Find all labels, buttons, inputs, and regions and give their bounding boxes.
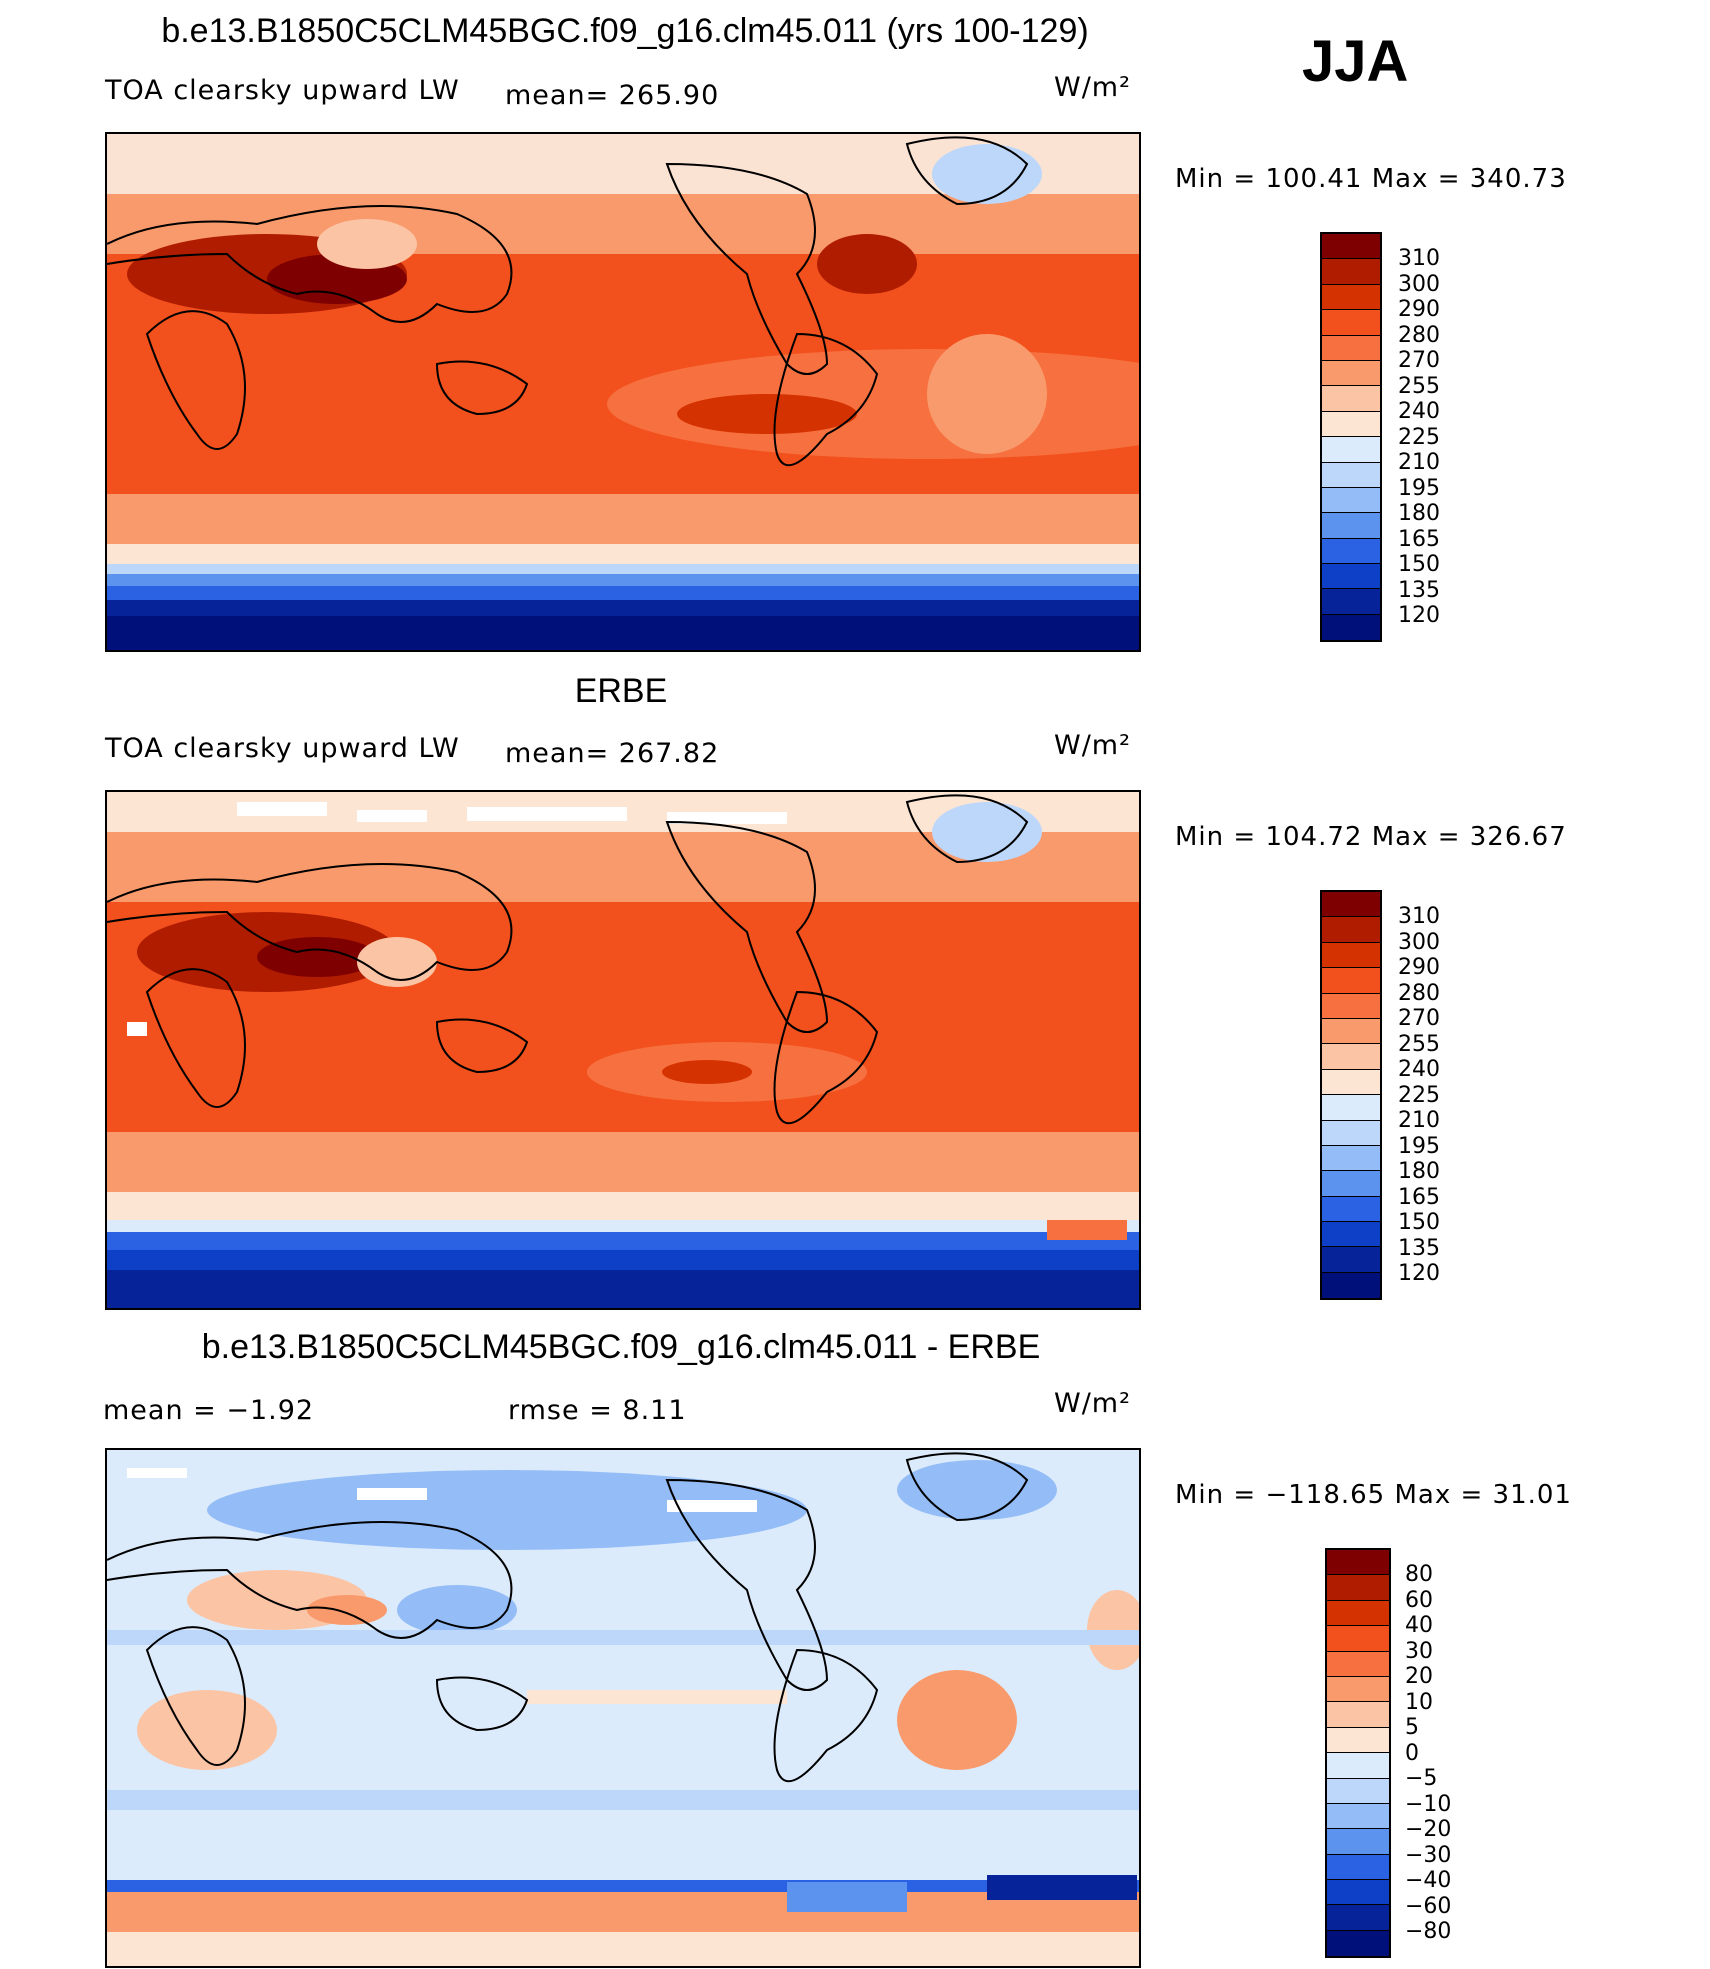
- panel-diff-mean: mean = −1.92: [103, 1395, 315, 1426]
- panel-diff-minmax: Min = −118.65 Max = 31.01: [1175, 1480, 1572, 1510]
- colorbar-label: 310: [1398, 904, 1440, 929]
- colorbar-label: 300: [1398, 271, 1440, 297]
- colorbar-label: 290: [1398, 297, 1440, 322]
- panel-diff-map: [105, 1448, 1141, 1968]
- colorbar-label: 180: [1398, 1159, 1440, 1184]
- colorbar-label: 195: [1398, 475, 1440, 501]
- colorbar-label: 280: [1398, 322, 1440, 348]
- colorbar-label: 135: [1398, 577, 1440, 603]
- colorbar-label: 280: [1398, 980, 1440, 1006]
- colorbar-label: 80: [1405, 1562, 1433, 1587]
- panel-model-map: [105, 132, 1141, 652]
- panel-diff-title: b.e13.B1850C5CLM45BGC.f09_g16.clm45.011 …: [201, 1328, 1041, 1366]
- colorbar-label: 60: [1405, 1587, 1433, 1613]
- panel-obs-variable: TOA clearsky upward LW: [105, 733, 460, 764]
- panel-obs-minmax: Min = 104.72 Max = 326.67: [1175, 822, 1567, 852]
- panel-obs-colorbar-labels: 310 300 290 280 270 255 240 225 210 195 …: [1398, 904, 1440, 1287]
- colorbar-label: 225: [1398, 424, 1440, 450]
- colorbar-label: 270: [1398, 348, 1440, 373]
- colorbar-label: 10: [1405, 1689, 1433, 1715]
- panel-diff-colorbar: [1325, 1548, 1391, 1958]
- colorbar-label: −40: [1405, 1868, 1452, 1893]
- panel-obs-map: [105, 790, 1141, 1310]
- panel-model-variable: TOA clearsky upward LW: [105, 75, 460, 106]
- colorbar-label: 150: [1398, 1210, 1440, 1235]
- colorbar-label: 195: [1398, 1133, 1440, 1159]
- panel-diff-units: W/m²: [1054, 1388, 1131, 1419]
- colorbar-label: −30: [1405, 1842, 1452, 1868]
- panel-model-units: W/m²: [1054, 72, 1131, 103]
- colorbar-label: 180: [1398, 501, 1440, 526]
- colorbar-label: 225: [1398, 1082, 1440, 1108]
- colorbar-label: 240: [1398, 1057, 1440, 1082]
- colorbar-label: 165: [1398, 1184, 1440, 1210]
- colorbar-label: 255: [1398, 1031, 1440, 1057]
- colorbar-label: 210: [1398, 1108, 1440, 1133]
- colorbar-label: −5: [1405, 1766, 1438, 1791]
- colorbar-label: −60: [1405, 1893, 1452, 1919]
- colorbar-label: 5: [1405, 1715, 1419, 1740]
- colorbar-label: 310: [1398, 246, 1440, 271]
- colorbar-label: 120: [1398, 1261, 1440, 1286]
- colorbar-label: 20: [1405, 1664, 1433, 1689]
- colorbar-label: −80: [1405, 1919, 1452, 1944]
- colorbar-label: 290: [1398, 955, 1440, 980]
- colorbar-label: 165: [1398, 526, 1440, 552]
- panel-model-colorbar: [1320, 232, 1382, 642]
- colorbar-label: −10: [1405, 1791, 1452, 1817]
- colorbar-label: 240: [1398, 399, 1440, 424]
- panel-model-mean: mean= 265.90: [505, 80, 720, 111]
- colorbar-label: 30: [1405, 1638, 1433, 1664]
- panel-model-title: b.e13.B1850C5CLM45BGC.f09_g16.clm45.011 …: [161, 12, 1089, 50]
- colorbar-label: −20: [1405, 1817, 1452, 1842]
- panel-diff-colorbar-labels: 80 60 40 30 20 10 5 0 −5 −10 −20 −30 −40…: [1405, 1562, 1451, 1945]
- colorbar-label: 210: [1398, 450, 1440, 475]
- colorbar-label: 120: [1398, 603, 1440, 628]
- panel-obs-colorbar: [1320, 890, 1382, 1300]
- panel-diff-rmse: rmse = 8.11: [508, 1395, 687, 1426]
- colorbar-label: 270: [1398, 1006, 1440, 1031]
- colorbar-label: 300: [1398, 929, 1440, 955]
- panel-obs-title: ERBE: [574, 672, 668, 710]
- colorbar-label: 0: [1405, 1740, 1419, 1766]
- season-label: JJA: [1302, 29, 1409, 94]
- panel-model-minmax: Min = 100.41 Max = 340.73: [1175, 164, 1567, 194]
- colorbar-label: 255: [1398, 373, 1440, 399]
- panel-obs-mean: mean= 267.82: [505, 738, 720, 769]
- colorbar-label: 150: [1398, 552, 1440, 577]
- panel-obs-units: W/m²: [1054, 730, 1131, 761]
- colorbar-label: 135: [1398, 1235, 1440, 1261]
- panel-model-colorbar-labels: 310 300 290 280 270 255 240 225 210 195 …: [1398, 246, 1440, 629]
- colorbar-label: 40: [1405, 1613, 1433, 1638]
